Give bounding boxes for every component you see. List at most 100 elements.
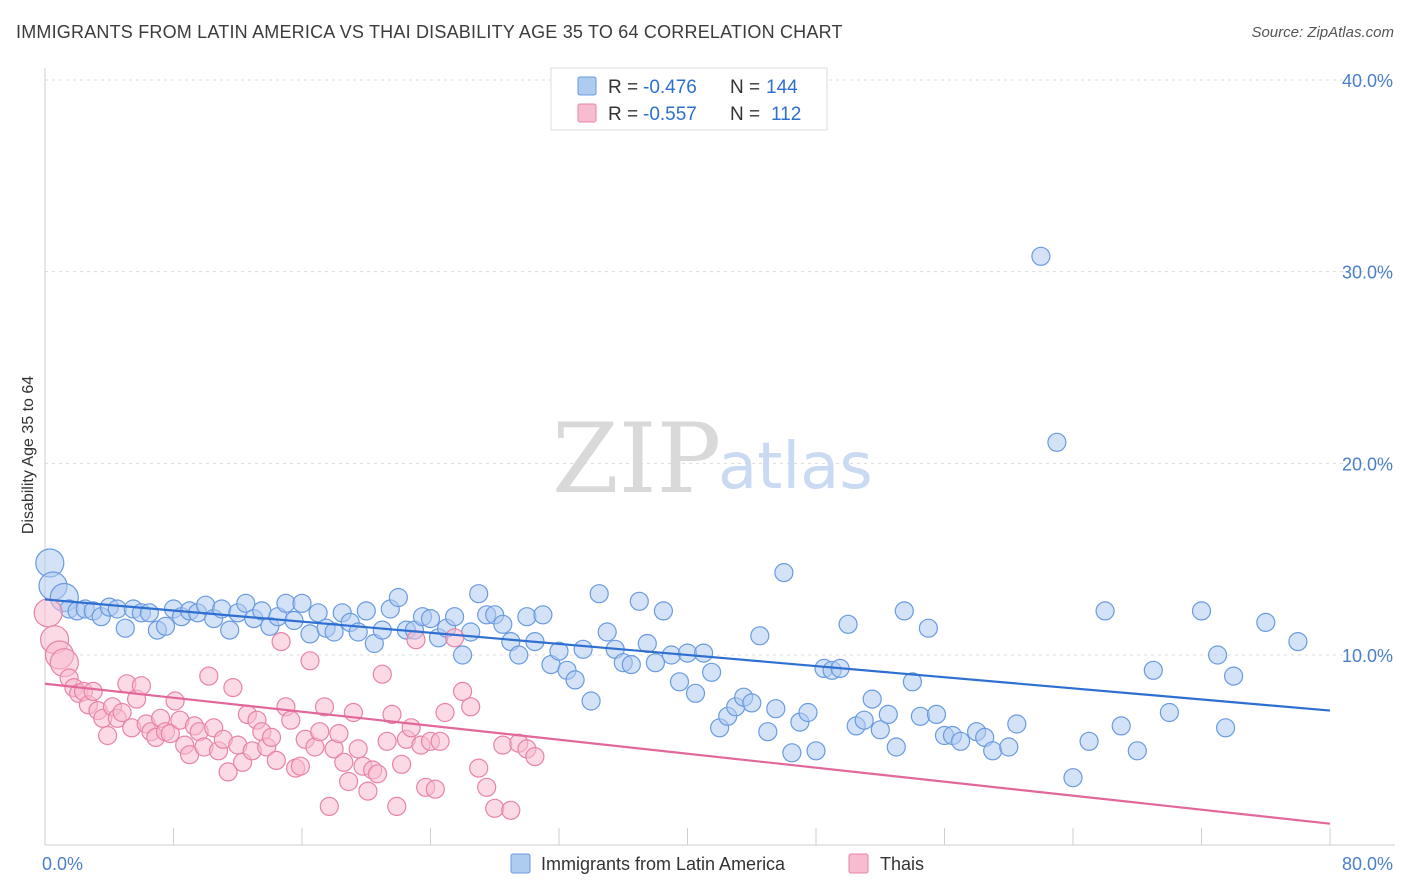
point-latin: [581, 691, 601, 711]
point-latin: [1256, 612, 1276, 633]
point-latin: [139, 603, 159, 623]
watermark-atlas: atlas: [718, 430, 873, 504]
point-latin: [701, 662, 722, 682]
legend-box: [550, 67, 828, 131]
point-latin: [1143, 660, 1163, 680]
point-latin: [453, 645, 473, 665]
point-latin: [469, 584, 489, 604]
bottom-legend-swatch-latin: [510, 853, 531, 874]
point-thais: [435, 702, 455, 723]
point-latin: [1063, 768, 1083, 788]
point-latin: [1007, 714, 1027, 734]
point-latin: [1288, 631, 1308, 652]
bottom-legend-swatch-thais: [848, 853, 869, 874]
point-thais: [266, 750, 286, 771]
bottom-legend-label-latin: Immigrants from Latin America: [541, 854, 786, 874]
data-points: [33, 246, 1308, 820]
point-thais: [493, 735, 513, 755]
point-latin: [798, 702, 818, 723]
point-latin: [300, 624, 320, 644]
point-latin: [220, 620, 240, 640]
point-latin: [1159, 702, 1180, 723]
trend-line-thais: [44, 682, 1331, 825]
x-tick-label-max: 80.0%: [1342, 854, 1393, 874]
point-thais: [310, 722, 330, 742]
point-thais: [112, 702, 132, 723]
point-latin: [693, 643, 714, 663]
y-tick-label: 10.0%: [1342, 646, 1393, 666]
y-tick-label: 30.0%: [1342, 263, 1393, 283]
watermark: ZIP atlas: [552, 403, 873, 515]
legend-r-value-thais: -0.557: [643, 104, 697, 125]
point-thais: [348, 739, 368, 759]
point-latin: [774, 562, 794, 583]
trend-lines: [44, 598, 1331, 825]
point-thais: [425, 779, 445, 799]
point-latin: [565, 670, 585, 690]
point-latin: [685, 683, 706, 703]
point-latin: [645, 653, 666, 673]
point-latin: [878, 704, 898, 725]
point-thais: [334, 752, 354, 772]
point-latin: [276, 593, 296, 613]
point-latin: [750, 626, 770, 646]
point-latin: [910, 706, 931, 726]
point-thais: [358, 781, 378, 801]
point-thais: [401, 718, 421, 738]
point-thais: [83, 681, 103, 702]
bottom-legend-label-thais: Thais: [880, 854, 924, 874]
y-tick-label: 40.0%: [1342, 71, 1393, 91]
point-latin: [420, 608, 441, 629]
point-thais: [372, 664, 392, 684]
point-latin: [1079, 731, 1099, 751]
point-thais: [314, 697, 335, 717]
point-latin: [1207, 645, 1228, 665]
point-latin: [533, 605, 553, 625]
point-latin: [1215, 718, 1236, 738]
point-latin: [461, 622, 481, 642]
point-thais: [281, 710, 301, 730]
point-latin: [669, 672, 690, 692]
point-thais: [261, 727, 282, 748]
point-latin: [742, 693, 762, 713]
point-thais: [453, 681, 473, 702]
point-thais: [382, 704, 402, 725]
point-latin: [1031, 246, 1051, 266]
y-tick-label: 20.0%: [1342, 454, 1393, 474]
point-latin: [677, 643, 698, 663]
point-latin: [621, 654, 641, 675]
point-latin: [292, 593, 312, 613]
point-thais: [290, 756, 310, 776]
point-latin: [324, 622, 344, 642]
point-thais: [392, 754, 412, 774]
point-thais: [406, 630, 426, 650]
point-thais: [223, 677, 243, 698]
point-latin: [1223, 666, 1244, 686]
bottom-legend: Immigrants from Latin America Thais: [510, 853, 924, 874]
point-latin: [653, 601, 674, 621]
point-latin: [629, 591, 649, 611]
point-thais: [160, 723, 180, 744]
point-thais: [387, 796, 407, 817]
point-thais: [485, 798, 505, 818]
point-thais: [377, 731, 397, 751]
point-thais: [367, 764, 388, 784]
point-latin: [1127, 741, 1147, 761]
legend-swatch-thais: [577, 103, 597, 123]
watermark-zip: ZIP: [552, 403, 721, 515]
point-latin: [493, 614, 513, 634]
point-thais: [271, 631, 291, 652]
point-latin: [549, 641, 569, 661]
point-latin: [950, 731, 971, 751]
axes: [44, 68, 1395, 846]
point-latin: [766, 699, 786, 719]
point-latin: [115, 618, 135, 638]
point-latin: [886, 737, 906, 757]
point-thais: [430, 731, 450, 751]
point-latin: [782, 743, 802, 763]
point-thais: [165, 691, 185, 711]
chart-source: Source: ZipAtlas.com: [1251, 24, 1394, 41]
gridlines: [45, 79, 1395, 656]
point-thais: [319, 796, 339, 817]
point-latin: [589, 584, 609, 604]
